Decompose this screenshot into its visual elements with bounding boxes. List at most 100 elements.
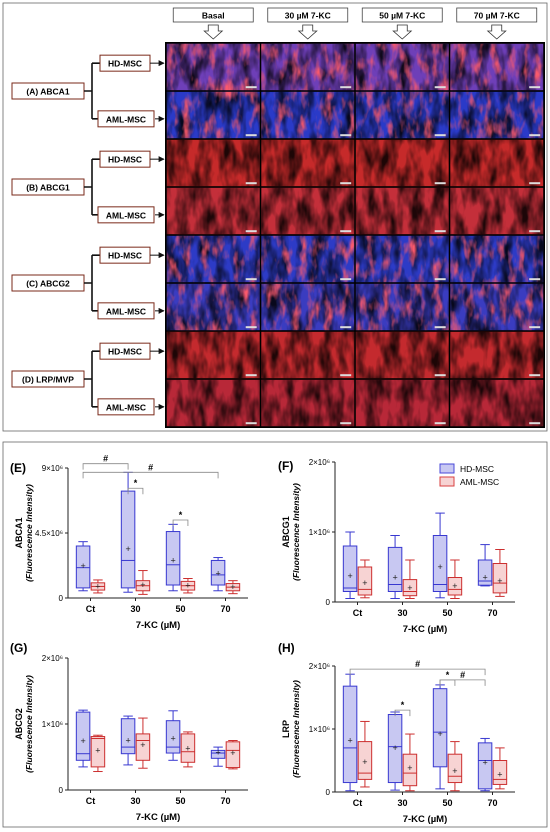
chart-panel-border	[2, 441, 548, 828]
row-label: HD-MSC	[108, 59, 142, 69]
y-axis-label: ABCG1	[281, 516, 291, 548]
box-iqr	[90, 736, 106, 768]
micrograph-cell	[450, 91, 544, 139]
significance-bracket	[127, 487, 144, 495]
micrograph-red-spots	[450, 91, 544, 139]
box-iqr	[432, 535, 448, 592]
micrograph-cell	[450, 283, 544, 331]
micrograph-cell	[261, 235, 355, 283]
x-axis-label: 7-KC (µM)	[136, 812, 181, 823]
micrograph-texture	[450, 139, 544, 187]
micrograph-texture	[355, 331, 449, 379]
box-chart: (E) 0 4.5×10⁶ 9×10⁶ Ct 30 50 70 7-KC (µM) ABCA1 (F…	[10, 461, 248, 631]
micrograph-texture	[166, 331, 260, 379]
box-aml-msc: +	[180, 731, 196, 768]
box-iqr	[75, 711, 91, 761]
box-iqr	[120, 718, 136, 755]
group-bracket	[84, 62, 100, 120]
scale-bar	[340, 182, 352, 185]
x-tick-label: 50	[442, 798, 452, 808]
box-iqr	[210, 559, 226, 586]
box-hd-msc: +	[342, 531, 358, 599]
legend-label: HD-MSC	[460, 464, 494, 474]
scale-bar	[340, 230, 352, 233]
y-tick-label: 9×10⁶	[42, 464, 63, 473]
scale-bar	[529, 86, 541, 89]
micrograph-red-spots	[261, 43, 355, 91]
mean-marker: +	[392, 743, 397, 753]
condition-header-box	[361, 7, 443, 23]
scale-bar	[529, 278, 541, 281]
box-hd-msc: +	[210, 746, 226, 767]
micrograph-cell	[261, 43, 355, 91]
micrograph-red-spots	[450, 43, 544, 91]
micrograph-cell	[355, 43, 449, 91]
box-iqr	[75, 545, 91, 589]
x-tick-label: 30	[397, 608, 407, 618]
scale-bar	[434, 230, 446, 233]
y-tick-label: 2×10⁶	[309, 662, 330, 671]
mean-marker: +	[80, 561, 85, 571]
x-tick-label: 70	[487, 608, 497, 618]
box-aml-msc: +	[135, 570, 151, 595]
box-hd-msc: +	[165, 710, 181, 761]
legend-swatch	[439, 476, 455, 487]
row-label: HD-MSC	[108, 347, 142, 357]
micrograph-texture	[450, 187, 544, 235]
mean-marker: +	[482, 757, 487, 767]
micrograph-red-spots	[450, 235, 544, 283]
row-label: AML-MSC	[106, 114, 146, 124]
box-iqr	[210, 749, 226, 759]
micrograph-cell	[355, 283, 449, 331]
micrograph-cell	[166, 283, 260, 331]
scale-bar	[529, 230, 541, 233]
scale-bar	[245, 374, 257, 377]
box-iqr	[402, 753, 418, 787]
micrograph-red-spots	[355, 235, 449, 283]
scale-bar	[340, 86, 352, 89]
box-iqr	[180, 733, 196, 763]
scale-bar	[340, 326, 352, 329]
scale-bar	[529, 182, 541, 185]
micrograph-texture	[166, 187, 260, 235]
y-tick-label: 0	[59, 594, 64, 603]
scale-bar	[434, 374, 446, 377]
mean-marker: +	[497, 576, 502, 586]
micrograph-grid	[166, 43, 544, 427]
micrograph-cell	[355, 91, 449, 139]
x-tick-label: 70	[487, 798, 497, 808]
mean-marker: +	[392, 573, 397, 583]
micrograph-cell	[355, 235, 449, 283]
condition-header-label: 30 µM 7-KC	[285, 11, 331, 21]
group-label: (C) ABCG2	[26, 279, 70, 289]
box-iqr	[357, 566, 373, 596]
scale-bar	[529, 422, 541, 425]
condition-header-box	[456, 7, 538, 23]
significance-label: *	[401, 700, 405, 710]
micrograph-texture	[355, 379, 449, 427]
chart-legend: HD-MSC AML-MSC	[439, 463, 499, 487]
condition-header-label: 50 µM 7-KC	[379, 11, 425, 21]
micrograph-texture	[261, 331, 355, 379]
mean-marker: +	[407, 763, 412, 773]
box-aml-msc: +	[90, 734, 106, 773]
box-hd-msc: +	[210, 557, 226, 592]
box-hd-msc: +	[75, 541, 91, 592]
micrograph-cell	[355, 187, 449, 235]
significance-label: #	[103, 454, 108, 464]
panel-label: (E)	[10, 461, 26, 475]
x-tick-label: Ct	[86, 796, 96, 806]
micrograph-cell	[450, 331, 544, 379]
x-axis-label: 7-KC (µM)	[136, 620, 181, 631]
micrograph-red-spots	[355, 283, 449, 331]
box-chart: (G) 0 1×10⁶ 2×10⁶ Ct 30 50 70 7-KC (µM) ABCG2 (Flu…	[10, 641, 248, 823]
condition-header-box	[172, 7, 254, 23]
y-axis-sublabel: (Fluorescence Intensity)	[24, 484, 34, 582]
micrograph-texture	[261, 187, 355, 235]
box-iqr	[225, 741, 241, 769]
x-tick-label: 30	[130, 796, 140, 806]
group-label: (B) ABCG1	[26, 183, 70, 193]
significance-label: *	[179, 510, 183, 520]
